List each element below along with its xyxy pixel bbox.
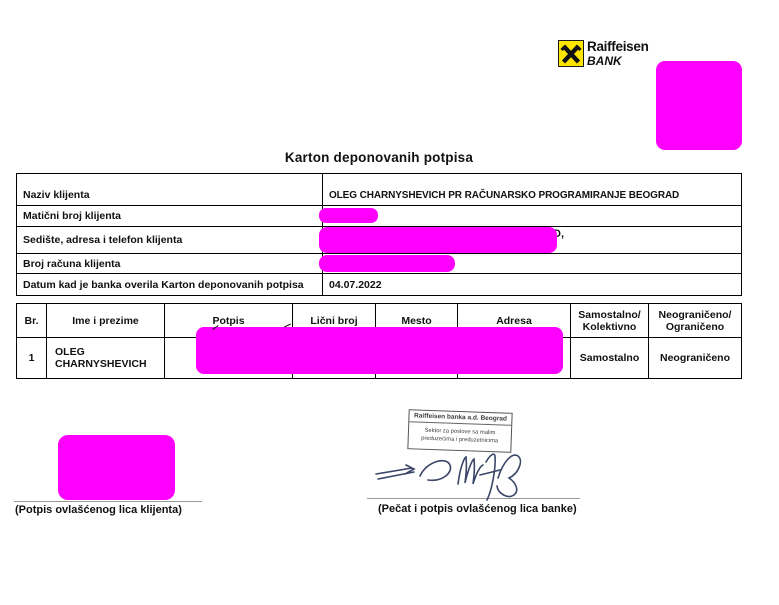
row-value: OLEG CHARNYSHEVICH PR RAČUNARSKO PROGRAM…	[329, 190, 680, 201]
bank-signature-scrawl-icon	[375, 453, 522, 501]
row-label: Broj računa klijenta	[17, 254, 323, 273]
column-header: Samostalno/Kolektivno	[571, 304, 649, 337]
table-row: Datum kad je banka overila Karton depono…	[17, 273, 741, 295]
row-number: 1	[17, 338, 47, 378]
signatories-table: Br. Ime i prezime Potpis Lični broj Mest…	[16, 303, 742, 379]
redaction-box-maticni-broj	[319, 208, 378, 223]
address-remnant-text: D,	[553, 228, 564, 240]
brand-name: Raiffeisen	[587, 39, 649, 54]
redaction-box-broj-racuna	[319, 255, 455, 272]
table-header-row: Br. Ime i prezime Potpis Lični broj Mest…	[17, 304, 741, 338]
row-label: Matični broj klijenta	[17, 206, 323, 226]
redaction-box-sediste	[319, 227, 557, 253]
table-row: Matični broj klijenta	[17, 205, 741, 226]
redaction-box-signatory-data	[196, 327, 563, 374]
signatory-name: OLEG CHARNYSHEVICH	[47, 338, 165, 378]
stamp-bank-name: Raiffeisen banka a.d. Beograd	[409, 410, 512, 426]
bank-signature-caption: (Pečat i potpis ovlašćenog lica banke)	[378, 503, 577, 515]
column-header: Potpis	[165, 304, 293, 337]
limit-cell: Neograničeno	[659, 352, 730, 364]
page-title: Karton deponovanih potpisa	[284, 150, 474, 165]
address-cell	[458, 338, 571, 378]
row-value: 04.07.2022	[329, 278, 382, 291]
row-value	[323, 206, 741, 226]
raiffeisen-logo: Raiffeisen BANK	[558, 40, 649, 67]
row-label: Datum kad je banka overila Karton depono…	[17, 274, 323, 295]
brand-sub: BANK	[587, 53, 622, 68]
bank-signature-line	[367, 498, 580, 499]
column-header: Br.	[17, 304, 47, 337]
table-row: Naziv klijenta OLEG CHARNYSHEVICH PR RAČ…	[17, 174, 741, 205]
column-header: Mesto	[376, 304, 458, 337]
authority-cell: Samostalno	[571, 338, 649, 378]
row-label: Naziv klijenta	[17, 174, 323, 205]
column-header: Neograničeno/Ograničeno	[658, 308, 732, 333]
column-header: Lični broj	[293, 304, 376, 337]
bank-stamp: Raiffeisen banka a.d. Beograd Sektor za …	[407, 409, 513, 453]
raiffeisen-gable-cross-icon	[558, 40, 584, 67]
client-signature-caption: (Potpis ovlašćenog lica klijenta)	[15, 504, 182, 516]
client-info-table: Naziv klijenta OLEG CHARNYSHEVICH PR RAČ…	[16, 173, 742, 296]
column-header: Ime i prezime	[47, 304, 165, 337]
brand-text: Raiffeisen BANK	[587, 40, 649, 67]
row-label: Sedište, adresa i telefon klijenta	[17, 227, 323, 253]
client-signature-line	[14, 501, 202, 502]
column-header: Adresa	[458, 304, 571, 337]
redaction-box-client-signature	[58, 435, 175, 500]
redaction-box-top-right	[656, 61, 742, 150]
